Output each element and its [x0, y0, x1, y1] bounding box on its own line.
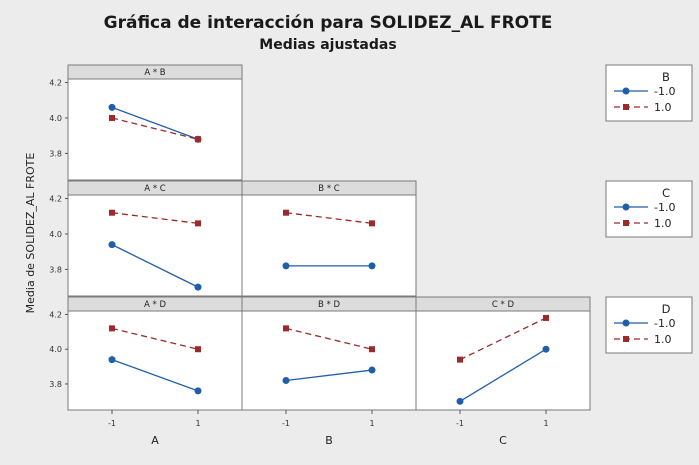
series-line-low [111, 106, 199, 140]
y-tick-label: 3.8 [49, 265, 62, 274]
data-point-circle [368, 366, 376, 374]
series-line-high [285, 212, 373, 224]
x-axis-label: A [151, 434, 159, 447]
legend-box [605, 180, 693, 238]
data-point-square [283, 325, 289, 332]
data-point-circle [456, 397, 464, 405]
y-tick-label: 4.0 [49, 230, 62, 239]
panel-cd: C * D [415, 296, 591, 411]
data-point-square [109, 325, 115, 332]
panel-title: C * D [492, 300, 515, 310]
data-point-circle [194, 283, 202, 291]
legend-entry-label: 1.0 [654, 333, 672, 346]
panel-title: B * C [318, 184, 339, 194]
x-tick-label: -1 [282, 419, 290, 428]
data-point-circle [108, 241, 116, 249]
panel-frame [415, 296, 591, 411]
data-point-square [369, 220, 375, 227]
data-point-square [283, 209, 289, 216]
panel-title: B * D [318, 300, 340, 310]
x-axis-label: C [499, 434, 507, 447]
panel-title: A * B [144, 68, 165, 78]
data-point-square [109, 209, 115, 216]
data-point-square [195, 346, 201, 353]
data-point-square [369, 346, 375, 353]
series-line-high [459, 317, 547, 361]
data-point-square [195, 136, 201, 143]
panel-frame [241, 180, 417, 297]
panel-frame [67, 180, 243, 297]
chart-subtitle: Medias ajustadas [259, 37, 396, 53]
x-tick-label: 1 [543, 419, 548, 428]
legend-entry-label: -1.0 [654, 201, 675, 214]
panel-bd: B * D [241, 296, 417, 411]
series-line-high [111, 117, 199, 140]
data-point-circle [542, 345, 550, 353]
legend-title: B [662, 70, 670, 84]
y-tick-label: 4.2 [49, 310, 62, 319]
data-point-circle [282, 262, 290, 270]
y-tick-label: 4.2 [49, 79, 62, 88]
panel-strip [415, 296, 591, 312]
y-tick-label: 4.2 [49, 195, 62, 204]
data-point-circle [194, 387, 202, 395]
series-line-low [285, 369, 373, 382]
legend-box [605, 296, 693, 354]
y-tick-label: 4.0 [49, 345, 62, 354]
legend-title: C [662, 186, 670, 200]
panel-strip [241, 180, 417, 196]
data-point-circle [108, 356, 116, 364]
y-tick-label: 3.8 [49, 149, 62, 158]
panel-ac: A * C 4.2 4.0 3.8 [49, 180, 243, 297]
chart-title: Gráfica de interacción para SOLIDEZ_AL F… [104, 13, 553, 33]
series-line-low [111, 359, 199, 392]
x-tick-label: 1 [195, 419, 200, 428]
panel-ab: A * B 4.2 4.0 3.8 [49, 64, 243, 181]
legend-c: C-1.0 1.0 [605, 180, 693, 238]
legend-marker-square [623, 104, 629, 110]
y-tick-label: 3.8 [49, 380, 62, 389]
panel-title: A * C [144, 184, 165, 194]
x-axis-label: B [325, 434, 333, 447]
panel-title: A * D [144, 300, 166, 310]
legend-marker-square [623, 220, 629, 226]
legend-marker-circle [622, 319, 630, 327]
series-line-high [285, 327, 373, 350]
legend-entry-label: 1.0 [654, 217, 672, 230]
data-point-circle [282, 376, 290, 384]
panel-strip [67, 64, 243, 80]
data-point-square [457, 356, 463, 363]
legend-box [605, 64, 693, 122]
y-axis-label: Media de SOLIDEZ_AL FROTE [24, 153, 37, 314]
series-line-low [111, 244, 199, 288]
legend-entry-label: -1.0 [654, 85, 675, 98]
panel-frame [67, 296, 243, 411]
data-point-square [109, 114, 115, 121]
data-point-square [543, 314, 549, 321]
legend-marker-circle [622, 87, 630, 95]
data-point-circle [368, 262, 376, 270]
series-line-high [111, 212, 199, 224]
data-point-square [195, 220, 201, 227]
panel-frame [67, 64, 243, 181]
panel-frame [241, 296, 417, 411]
legend-marker-square [623, 336, 629, 342]
legend-marker-circle [622, 203, 630, 211]
x-tick-label: -1 [108, 419, 116, 428]
legend-entry-label: 1.0 [654, 101, 672, 114]
x-tick-label: -1 [456, 419, 464, 428]
panel-ad: A * D 4.2 4.0 3.8 [49, 296, 243, 411]
y-tick-label: 4.0 [49, 114, 62, 123]
legend-d: D-1.0 1.0 [605, 296, 693, 354]
series-line-high [111, 327, 199, 350]
legend-entry-label: -1.0 [654, 317, 675, 330]
legend-b: B-1.0 1.0 [605, 64, 693, 122]
legend-title: D [662, 302, 671, 316]
data-point-circle [108, 103, 116, 111]
x-tick-label: 1 [369, 419, 374, 428]
panel-bc: B * C [241, 180, 417, 297]
series-line-low [459, 348, 547, 402]
